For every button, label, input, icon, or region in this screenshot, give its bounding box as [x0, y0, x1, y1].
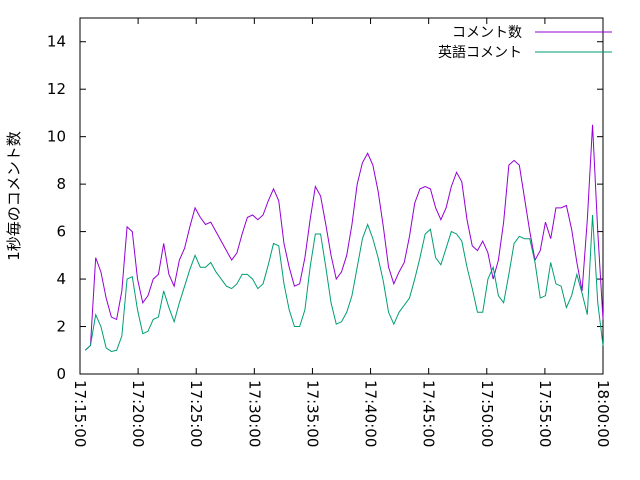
x-tick-label: 17:55:00	[536, 380, 554, 447]
x-tick-label: 18:00:00	[594, 380, 612, 447]
x-tick-label: 17:30:00	[245, 380, 263, 447]
y-tick-label: 10	[47, 128, 66, 146]
y-tick-label: 8	[56, 175, 66, 193]
y-tick-label: 6	[56, 223, 66, 241]
plot-border	[79, 17, 604, 375]
y-tick-label: 4	[56, 270, 66, 288]
data-line	[84, 124, 604, 351]
x-tick-label: 17:40:00	[362, 380, 380, 447]
y-tick-label: 0	[56, 365, 66, 383]
x-tick-label: 17:35:00	[303, 380, 321, 447]
y-tick-label: 12	[47, 80, 66, 98]
x-tick-label: 17:20:00	[129, 380, 147, 447]
y-tick-label: 14	[47, 33, 66, 51]
legend-label: 英語コメント	[438, 44, 522, 61]
legend-label: コメント数	[452, 25, 522, 41]
x-tick-label: 17:15:00	[71, 380, 89, 447]
x-tick-label: 17:25:00	[187, 380, 205, 447]
y-tick-label: 2	[56, 318, 66, 336]
x-tick-label: 17:50:00	[478, 380, 496, 447]
x-tick-label: 17:45:00	[420, 380, 438, 447]
y-axis-label: 1秒毎のコメント数	[5, 131, 23, 261]
data-line	[84, 214, 604, 352]
